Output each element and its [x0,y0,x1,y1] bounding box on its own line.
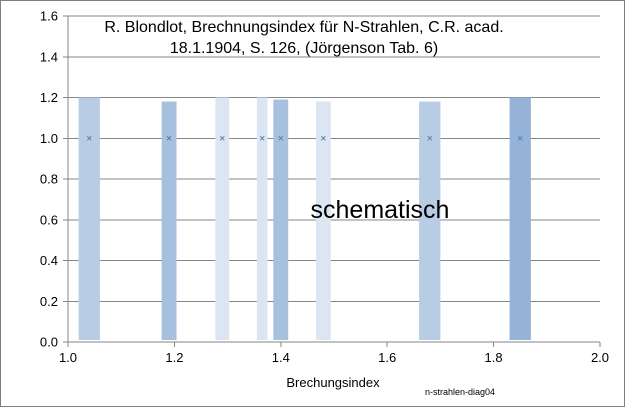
y-tick-label: 0.4 [40,253,58,268]
y-tick-labels: 0.0 0.2 0.4 0.6 0.8 1.0 1.2 1.4 1.6 [40,9,58,350]
band-bar [419,101,441,340]
source-note: n-strahlen-diag04 [425,387,495,397]
data-point-marker [517,135,523,141]
data-point-marker [278,135,284,141]
chart-title-line1: R. Blondlot, Brechnungsindex für N-Strah… [104,19,503,36]
y-tick-label: 1.2 [40,90,58,105]
band-bar [215,97,230,340]
band-bar [78,97,100,340]
data-point-marker [321,135,326,141]
x-tick-label: 2.0 [591,350,609,365]
band-bar [161,101,177,340]
y-tick-label: 0.2 [40,294,58,309]
band-bar [509,97,531,340]
band-bar [256,97,268,340]
chart-title-line2: 18.1.1904, S. 126, (Jörgenson Tab. 6) [170,40,438,57]
band-bar [315,101,331,340]
y-tick-label: 1.4 [40,49,58,64]
data-point-marker [86,135,92,141]
data-point-marker [219,135,225,141]
x-axis-label: Brechungsindex [286,375,380,390]
y-tick-label: 0.0 [40,335,58,350]
bands [78,97,531,340]
x-tick-labels: 1.0 1.2 1.4 1.6 1.8 2.0 [59,350,609,365]
y-tick-label: 1.0 [40,131,58,146]
markers [86,135,523,141]
schematic-annotation: schematisch [311,196,450,224]
x-tick-label: 1.0 [59,350,77,365]
y-tick-label: 0.6 [40,212,58,227]
x-tick-label: 1.6 [378,350,396,365]
y-tick-label: 0.8 [40,172,58,187]
data-point-marker [427,135,433,141]
x-tick-label: 1.2 [165,350,183,365]
x-tick-label: 1.8 [485,350,503,365]
data-point-marker [259,135,265,141]
data-point-marker [166,135,172,141]
x-tick-label: 1.4 [272,350,290,365]
y-tick-label: 1.6 [40,9,58,24]
band-bar [273,99,289,340]
